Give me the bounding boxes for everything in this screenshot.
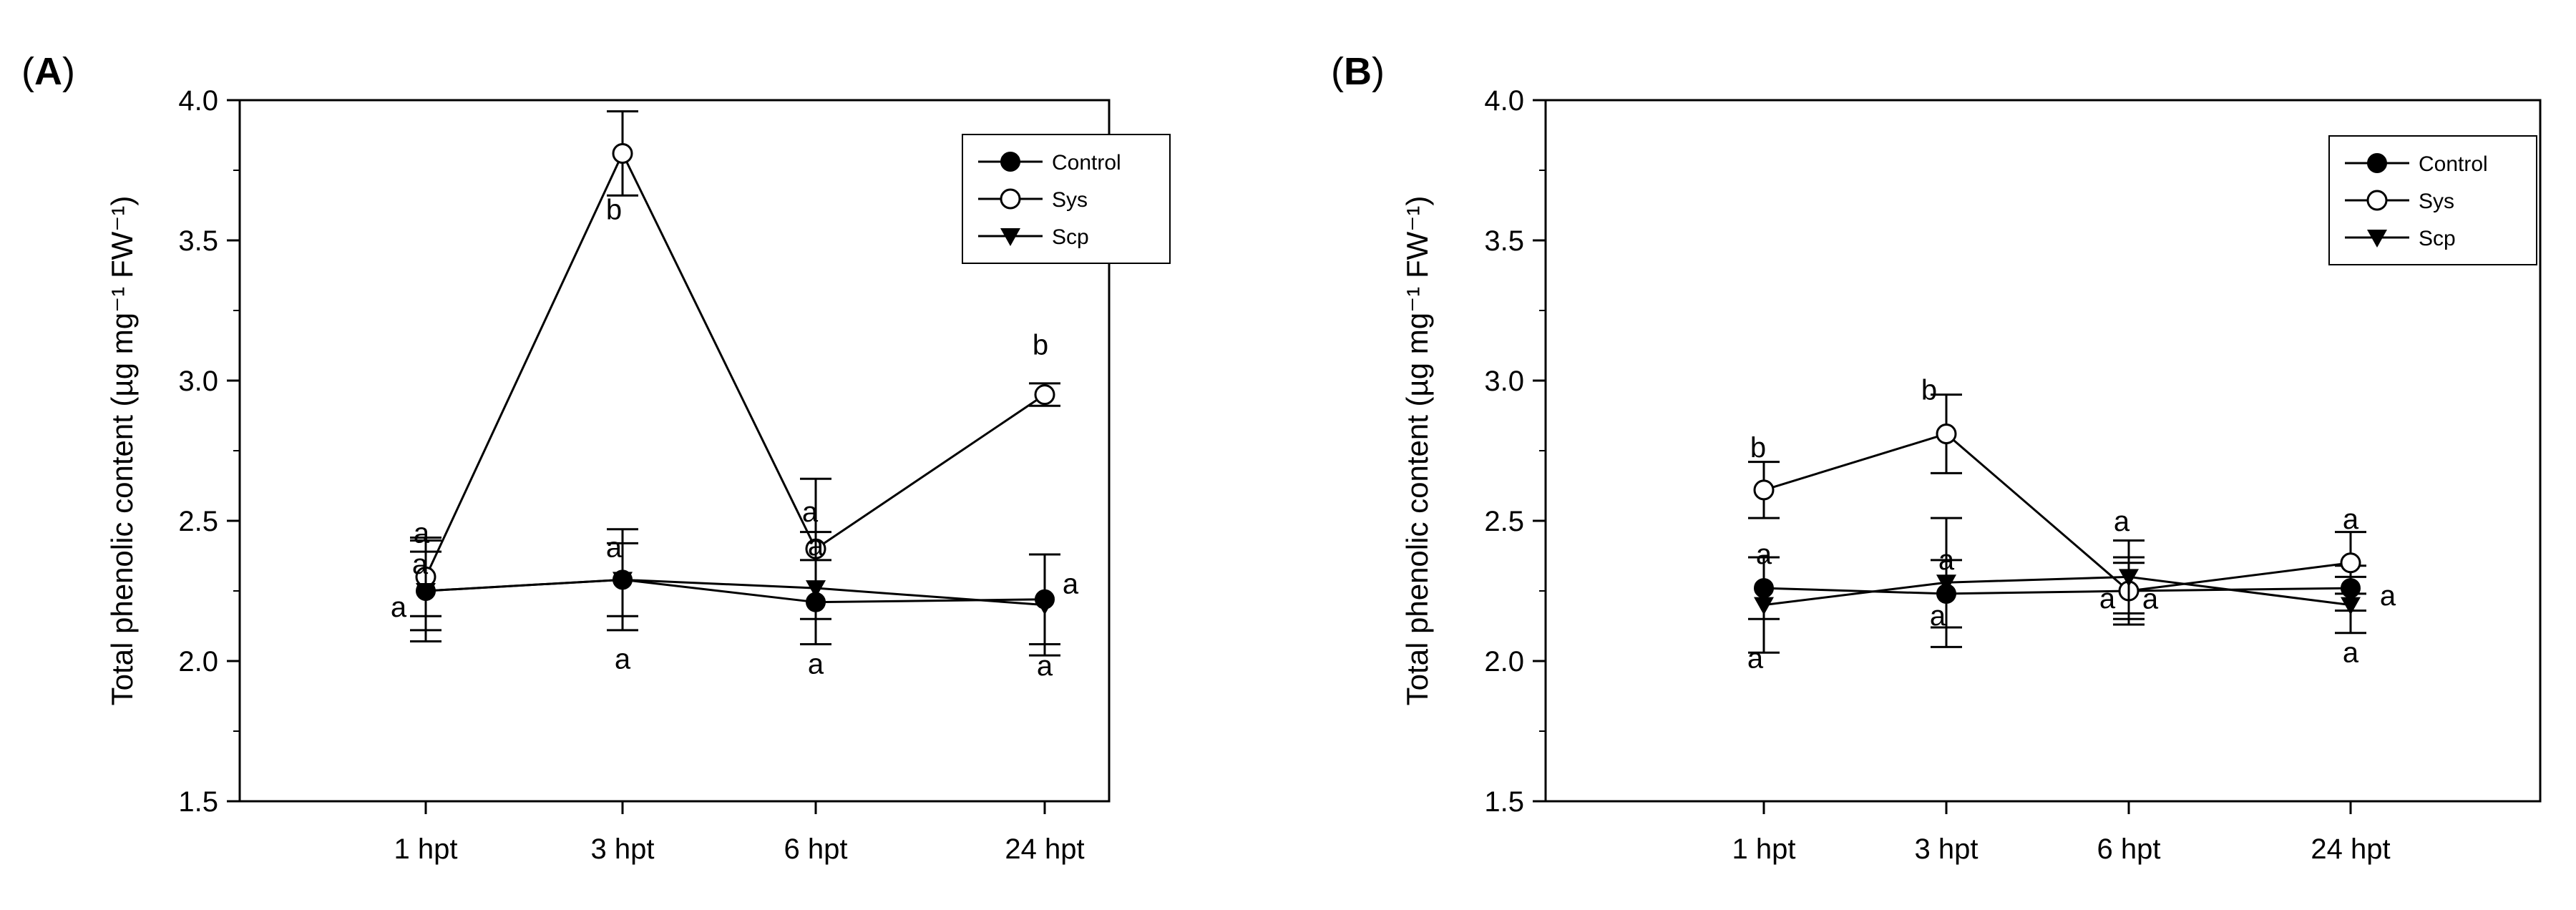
data-point-sys: [1034, 384, 1055, 406]
legend: Control Sys Scp: [962, 134, 1171, 264]
data-point-scp: [613, 572, 633, 590]
legend-marker-scp: [1000, 228, 1020, 246]
y-tick-label: 2.5: [1484, 506, 1524, 537]
significance-letter: a: [1930, 600, 1946, 632]
significance-letter: a: [1756, 539, 1772, 570]
x-tick-label: 1 hpt: [1732, 833, 1796, 865]
x-tick-label: 6 hpt: [2097, 833, 2161, 865]
legend-label: Control: [2419, 152, 2488, 176]
significance-letter: a: [606, 532, 623, 563]
significance-letter: b: [1921, 374, 1937, 406]
legend-label: Control: [1052, 151, 1121, 175]
significance-letter: a: [412, 549, 429, 580]
x-tick-label: 24 hpt: [2311, 833, 2390, 865]
significance-letter: a: [802, 496, 819, 528]
legend: Control Sys Scp: [2328, 135, 2537, 265]
significance-letter: a: [2099, 583, 2116, 615]
significance-letter: a: [615, 643, 631, 675]
data-point-scp: [1035, 597, 1055, 615]
legend-marker-scp: [2367, 230, 2387, 248]
significance-letter: b: [1750, 432, 1766, 464]
y-axis-label: Total phenolic content (µg mg⁻¹ FW⁻¹): [1400, 196, 1434, 706]
chart-panel-b: (B) 1.5 2.0 2.5 3.0 3.5 4.0 1 hpt 3 hpt 6 hpt 24 h…: [1331, 50, 2542, 865]
series-line-scp: [425, 578, 1045, 607]
x-tick-label: 24 hpt: [1005, 833, 1084, 865]
y-tick-label: 1.5: [1484, 786, 1524, 818]
significance-letter: a: [391, 592, 407, 623]
series-line-sys: [1763, 432, 2351, 592]
y-tick-label: 3.0: [178, 366, 218, 397]
series-scp: a a a a: [410, 530, 1079, 657]
significance-letter: a: [2343, 504, 2359, 535]
x-tick-label: 6 hpt: [784, 833, 848, 865]
significance-letter: a: [2114, 506, 2130, 537]
data-point-scp: [2341, 597, 2361, 615]
legend-label: Scp: [2419, 227, 2456, 250]
data-point-sys: [1753, 479, 1775, 501]
significance-letter: a: [2343, 637, 2359, 669]
significance-letter: b: [1033, 330, 1048, 361]
x-tick-label: 1 hpt: [394, 833, 458, 865]
x-tick-label: 3 hpt: [591, 833, 655, 865]
significance-letter: a: [1747, 643, 1764, 675]
significance-letter: a: [1037, 650, 1053, 682]
legend-label: Sys: [2419, 190, 2454, 213]
legend-marker-sys: [2366, 190, 2388, 211]
y-tick-label: 4.0: [1484, 85, 1524, 117]
y-tick-label: 2.5: [178, 506, 218, 537]
legend-marker-sys: [1000, 188, 1021, 210]
data-point-scp: [1936, 574, 1956, 593]
legend-marker-control: [1000, 152, 1020, 172]
legend-label: Sys: [1052, 188, 1088, 212]
y-tick-label: 3.5: [1484, 225, 1524, 257]
legend-marker-control: [2367, 153, 2387, 173]
data-point-sys: [1936, 423, 1957, 444]
significance-letter: a: [2142, 583, 2159, 615]
data-point-scp: [806, 580, 826, 599]
data-point-scp: [2119, 569, 2139, 587]
significance-letter: a: [808, 649, 824, 680]
y-tick-label: 1.5: [178, 786, 218, 818]
data-point-sys: [612, 142, 633, 164]
significance-letter: a: [1063, 569, 1079, 600]
y-tick-label: 3.0: [1484, 366, 1524, 397]
series-sys: bba a: [1748, 374, 2366, 620]
data-point-scp: [1754, 597, 1774, 615]
significance-letter: a: [414, 517, 430, 549]
y-tick-label: 3.5: [178, 225, 218, 257]
chart-panel-a: (A) 1.5 2.0 2.5 3.0 3.5 4.0 1 hpt 3 hpt 6 hpt 24 h…: [21, 50, 1171, 865]
y-tick-label: 4.0: [178, 85, 218, 117]
significance-letter: a: [808, 530, 824, 562]
y-tick-label: 2.0: [1484, 646, 1524, 677]
data-point-scp: [416, 583, 436, 601]
series-line-sys: [424, 150, 1045, 578]
significance-letter: b: [606, 194, 622, 225]
data-point-sys: [2340, 552, 2361, 574]
legend-label: Scp: [1052, 225, 1089, 249]
significance-letter: a: [2380, 580, 2396, 612]
series-line-control: [1763, 587, 2351, 595]
y-tick-label: 2.0: [178, 646, 218, 677]
y-axis-label: Total phenolic content (µg mg⁻¹ FW⁻¹): [105, 196, 139, 706]
x-tick-label: 3 hpt: [1915, 833, 1979, 865]
series-line-scp: [1763, 575, 2351, 607]
panel-label: (B): [1331, 50, 1385, 93]
panel-label: (A): [21, 50, 75, 93]
